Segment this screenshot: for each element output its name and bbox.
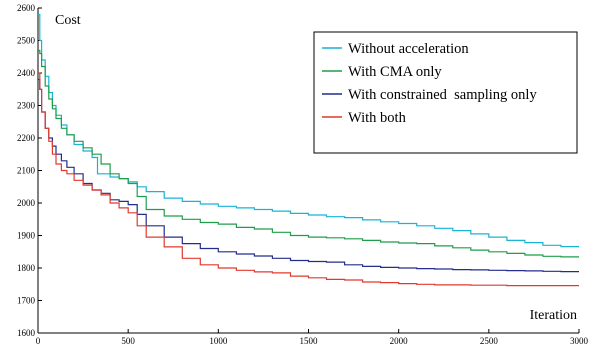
y-tick-label: 2200: [17, 133, 36, 143]
x-tick-label: 2000: [390, 336, 409, 345]
series-line-1: [38, 49, 579, 258]
series-line-2: [38, 78, 579, 273]
x-tick-label: 3000: [570, 336, 589, 345]
series-lines: [38, 13, 579, 287]
y-axis-ticks: 1600 1700 1800 1900 2000 2100 2200 2300 2400 2500…: [17, 3, 42, 338]
y-tick-label: 1900: [17, 231, 36, 241]
x-tick-label: 1000: [209, 336, 228, 345]
legend: Without acceleration With CMA only With co…: [313, 31, 578, 154]
x-tick-label: 2500: [480, 336, 499, 345]
y-tick-label: 1600: [17, 328, 36, 338]
y-tick-label: 1800: [17, 263, 36, 273]
y-tick-label: 2500: [17, 36, 36, 46]
y-tick-label: 1700: [17, 296, 36, 306]
x-tick-label: 500: [121, 336, 135, 345]
y-tick-label: 2100: [17, 166, 36, 176]
y-axis-label: Cost: [55, 13, 81, 28]
legend-box: [313, 31, 578, 154]
y-tick-label: 2000: [17, 198, 36, 208]
x-axis-label: Iteration: [530, 308, 577, 323]
legend-label-2: With constrained sampling only: [348, 87, 537, 103]
x-tick-label: 0: [36, 336, 41, 345]
x-axis-ticks: 0 500 1000 1500 2000 2500 3000: [36, 329, 589, 345]
legend-label-1: With CMA only: [348, 64, 442, 80]
legend-label-0: Without acceleration: [348, 41, 469, 57]
y-tick-label: 2400: [17, 68, 36, 78]
series-line-3: [38, 72, 579, 287]
y-tick-label: 2600: [17, 3, 36, 13]
legend-label-3: With both: [348, 110, 407, 126]
y-tick-label: 2300: [17, 101, 36, 111]
x-tick-label: 1500: [300, 336, 319, 345]
